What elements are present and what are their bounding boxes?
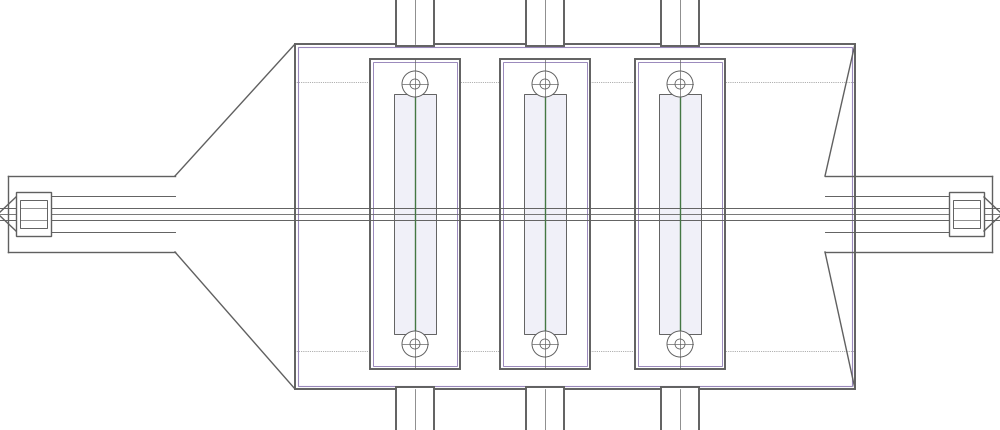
Circle shape (667, 72, 693, 98)
Circle shape (667, 331, 693, 357)
Bar (953, 200, 980, 228)
Circle shape (410, 339, 420, 349)
Bar (20, 200, 47, 228)
Bar (370, 60, 460, 369)
Bar (396, 387, 434, 430)
Bar (503, 63, 587, 366)
Bar (635, 60, 725, 369)
Bar (394, 95, 436, 334)
Bar (661, 0, 699, 47)
Circle shape (532, 72, 558, 98)
Circle shape (675, 339, 685, 349)
Bar (500, 60, 590, 369)
Bar (373, 63, 457, 366)
Bar (526, 0, 564, 47)
Circle shape (402, 331, 428, 357)
Bar (298, 48, 852, 386)
Bar (16, 193, 51, 237)
Bar (526, 387, 564, 430)
Circle shape (540, 80, 550, 90)
Bar (396, 0, 434, 47)
Circle shape (532, 331, 558, 357)
Bar (638, 63, 722, 366)
Bar (659, 95, 701, 334)
Circle shape (540, 339, 550, 349)
Bar (295, 45, 855, 389)
Circle shape (410, 80, 420, 90)
Bar (949, 193, 984, 237)
Circle shape (675, 80, 685, 90)
Bar (661, 387, 699, 430)
Bar (524, 95, 566, 334)
Circle shape (402, 72, 428, 98)
